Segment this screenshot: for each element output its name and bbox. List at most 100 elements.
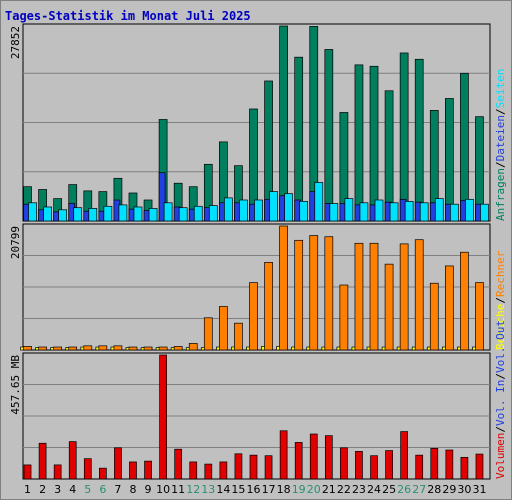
- x-tick-label-day-31: 31: [472, 483, 486, 496]
- bar-rechner-day-29: [444, 265, 454, 351]
- bar-volumen-day-28: [430, 448, 439, 480]
- x-tick-label-day-23: 23: [352, 483, 366, 496]
- legend-entry: Dateien: [494, 115, 507, 161]
- bar-dateien-day-10: [158, 172, 166, 222]
- bar-anfragen-day-24: [369, 65, 379, 222]
- bar-rechner-day-19: [294, 239, 304, 351]
- bar-seiten-day-18: [284, 193, 293, 222]
- bar-rechner-day-30: [460, 251, 469, 351]
- bar-volumen-day-14: [219, 461, 228, 480]
- bar-volumen-day-31: [475, 453, 484, 480]
- bar-rechner-day-23: [354, 242, 364, 351]
- bar-volumen-day-27: [415, 454, 424, 480]
- legend-entry: Vol. In: [494, 380, 507, 426]
- bar-rechner-day-28: [429, 282, 439, 351]
- bar-volumen-day-25: [385, 450, 393, 480]
- x-tick-label-day-1: 1: [24, 483, 31, 496]
- x-tick-label-day-27: 27: [412, 483, 426, 496]
- bar-rechner-day-20: [309, 235, 319, 351]
- x-tick-label-day-4: 4: [69, 483, 76, 496]
- bar-seiten-day-25: [389, 202, 399, 222]
- bar-rechner-day-2: [38, 346, 47, 351]
- bar-anfragen-day-27: [414, 58, 424, 222]
- bar-seiten-day-7: [118, 204, 128, 222]
- bar-volumen-day-2: [38, 442, 47, 480]
- bar-seiten-day-11: [178, 207, 188, 222]
- bar-volumen-day-6: [99, 467, 107, 480]
- x-tick-label-day-3: 3: [54, 483, 61, 496]
- x-tick-label-day-16: 16: [247, 483, 261, 496]
- x-tick-label-day-28: 28: [427, 483, 441, 496]
- bar-volumen-day-19: [294, 442, 303, 480]
- legend-entry: /: [494, 108, 507, 115]
- x-tick-label-day-13: 13: [201, 483, 215, 496]
- bar-volumen-day-3: [53, 464, 62, 480]
- bar-rechner-day-22: [339, 284, 349, 351]
- bar-rechner-day-7: [113, 345, 123, 351]
- bar-anfragen-day-21: [324, 49, 334, 222]
- legend-entry: /: [494, 161, 507, 168]
- bar-volumen-day-22: [340, 447, 348, 480]
- bar-volumen-day-8: [129, 461, 137, 480]
- x-tick-label-day-7: 7: [114, 483, 121, 496]
- bar-seiten-day-26: [404, 201, 414, 222]
- bar-volumen-day-21: [324, 435, 333, 480]
- bar-rechner-day-1: [23, 346, 32, 351]
- bar-volumen-day-26: [400, 431, 408, 480]
- x-tick-label-day-26: 26: [397, 483, 411, 496]
- x-tick-label-day-19: 19: [292, 483, 306, 496]
- bar-anfragen-day-18: [279, 25, 288, 222]
- bar-seiten-day-1: [28, 202, 37, 222]
- bar-rechner-day-3: [53, 346, 63, 351]
- legend-entry: Anfragen: [494, 168, 507, 221]
- legend-middle: Besuche/Rechner: [494, 250, 507, 350]
- chart-panels: 27852Anfragen/Dateien/Seiten20799Besuche…: [9, 23, 507, 480]
- bar-volumen-day-20: [309, 433, 318, 480]
- bar-rechner-day-8: [128, 346, 138, 351]
- bar-rechner-day-6: [98, 345, 108, 351]
- x-tick-label-day-18: 18: [277, 483, 291, 496]
- bar-volumen-day-4: [68, 441, 77, 480]
- x-tick-label-day-20: 20: [307, 483, 321, 496]
- legend-entry: Volumen: [494, 433, 507, 479]
- bar-rechner-day-25: [384, 263, 394, 351]
- bar-rechner-day-26: [399, 243, 409, 351]
- bar-volumen-day-1: [23, 464, 32, 480]
- bar-seiten-day-23: [359, 202, 369, 222]
- bar-seiten-day-4: [73, 207, 83, 222]
- bar-volumen-day-30: [460, 456, 469, 480]
- bar-volumen-day-18: [279, 430, 288, 480]
- bar-rechner-day-12: [188, 343, 198, 351]
- bar-volumen-day-9: [144, 460, 152, 480]
- legend-entry: /: [494, 297, 507, 304]
- x-tick-label-day-9: 9: [145, 483, 152, 496]
- bar-volumen-day-5: [83, 458, 92, 480]
- bar-volumen-day-13: [204, 463, 213, 480]
- bar-rechner-day-13: [203, 317, 213, 351]
- bar-anfragen-day-23: [354, 64, 364, 222]
- x-tick-label-day-17: 17: [262, 483, 276, 496]
- bar-rechner-day-31: [475, 282, 484, 351]
- bar-seiten-day-3: [58, 209, 68, 222]
- bar-rechner-day-21: [324, 236, 334, 351]
- x-axis-labels: 1 2 3 4 5 6 7 8 9 10 11 12 13 14 15 16 17 18 19 20 21 22 23 24 2…: [24, 483, 486, 496]
- bar-rechner-day-15: [234, 322, 243, 351]
- x-tick-label-day-21: 21: [322, 483, 336, 496]
- bar-seiten-day-29: [449, 203, 459, 222]
- bar-anfragen-day-25: [384, 90, 394, 222]
- bar-volumen-day-11: [174, 448, 183, 480]
- x-tick-label-day-5: 5: [84, 483, 91, 496]
- x-tick-label-day-25: 25: [382, 483, 396, 496]
- bar-anfragen-day-19: [294, 56, 304, 222]
- bar-rechner-day-9: [143, 346, 153, 351]
- bar-rechner-day-5: [83, 345, 93, 351]
- bar-seiten-day-28: [434, 198, 444, 222]
- bar-rechner-day-14: [219, 306, 228, 351]
- bar-seiten-day-8: [133, 206, 143, 222]
- legend-bottom: Volumen/Vol. In/Vol. Out: [494, 320, 507, 479]
- bar-anfragen-day-30: [460, 72, 469, 222]
- legend-entry: Besuche: [494, 304, 507, 350]
- bar-seiten-day-19: [299, 201, 309, 222]
